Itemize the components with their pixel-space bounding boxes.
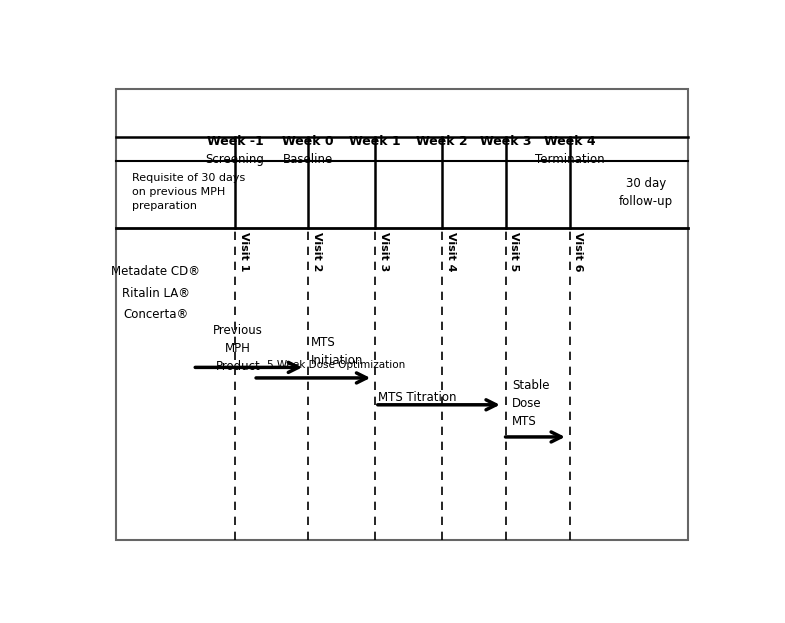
Text: Termination: Termination <box>535 153 604 166</box>
Text: Visit 4: Visit 4 <box>446 232 455 272</box>
Text: Requisite of 30 days
on previous MPH
preparation: Requisite of 30 days on previous MPH pre… <box>132 173 245 211</box>
Text: Stable
Dose
MTS: Stable Dose MTS <box>512 379 549 429</box>
Text: Visit 1: Visit 1 <box>239 232 249 272</box>
Text: Week -1: Week -1 <box>206 135 264 148</box>
Text: MTS
Initiation: MTS Initiation <box>311 336 363 367</box>
Text: Metadate CD®: Metadate CD® <box>111 265 200 278</box>
Text: Week 0: Week 0 <box>282 135 334 148</box>
Text: Baseline: Baseline <box>283 153 333 166</box>
Text: Visit 5: Visit 5 <box>509 232 520 272</box>
Text: Screening: Screening <box>206 153 265 166</box>
Text: Week 3: Week 3 <box>480 135 531 148</box>
Text: 5 Week Dose Optimization: 5 Week Dose Optimization <box>267 359 406 370</box>
Text: Week 2: Week 2 <box>416 135 468 148</box>
Text: Week 4: Week 4 <box>544 135 596 148</box>
Text: Visit 3: Visit 3 <box>378 232 389 272</box>
Text: Ritalin LA®: Ritalin LA® <box>122 287 190 300</box>
FancyBboxPatch shape <box>116 89 688 540</box>
Text: Week 1: Week 1 <box>349 135 401 148</box>
Text: Visit 2: Visit 2 <box>312 232 322 272</box>
Text: Visit 6: Visit 6 <box>573 232 583 272</box>
Text: 30 day
follow-up: 30 day follow-up <box>619 177 673 208</box>
Text: Previous
MPH
Product: Previous MPH Product <box>213 324 263 373</box>
Text: Concerta®: Concerta® <box>123 308 188 321</box>
Text: MTS Titration: MTS Titration <box>378 391 457 404</box>
